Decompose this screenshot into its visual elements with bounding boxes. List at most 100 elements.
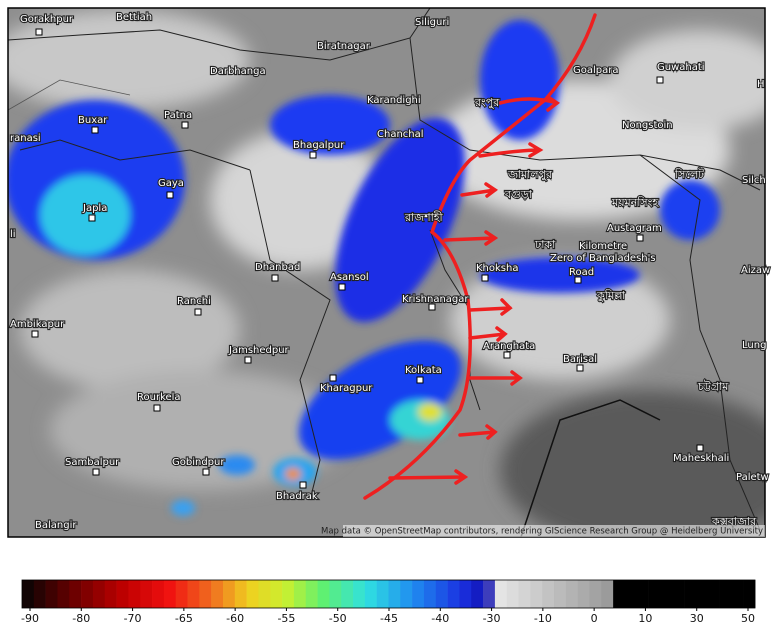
colorbar-swatch (199, 580, 212, 608)
place-label: Jamshedpur (228, 345, 290, 356)
place-label: রাজশাহী (404, 211, 444, 224)
colorbar-tick-label: 50 (741, 612, 755, 625)
colorbar-swatch (222, 580, 236, 608)
colorbar-swatch (116, 580, 129, 608)
place-label: Dhanbad (255, 262, 300, 273)
colorbar-swatch (459, 580, 472, 608)
colorbar-tick-label: -10 (534, 612, 552, 625)
colorbar-tick-label: 30 (690, 612, 704, 625)
colorbar-swatch (353, 580, 366, 608)
colorbar-swatch (293, 580, 307, 608)
place-label: Buxar (78, 115, 108, 126)
colorbar-swatch (660, 580, 673, 608)
place-marker (309, 151, 317, 159)
place-marker (503, 351, 511, 359)
colorbar-swatch (234, 580, 247, 608)
place-label: Maheskhali (673, 453, 729, 464)
place-label: Gobindpur (172, 457, 225, 468)
colorbar-swatch (684, 580, 697, 608)
place-marker (636, 234, 644, 242)
place-label: কুমিল্লা (596, 289, 626, 302)
colorbar-tick-label: -70 (124, 612, 142, 625)
place-label: Chanchal (377, 129, 424, 140)
colorbar-swatch (69, 580, 82, 608)
place-marker (481, 274, 489, 282)
place-label: Kolkata (405, 365, 442, 376)
colorbar-tick-label: -30 (483, 612, 501, 625)
place-marker (92, 468, 100, 476)
place-label: Kilometre (579, 241, 627, 252)
place-label: Aranghata (483, 341, 535, 352)
place-label: li (10, 229, 16, 240)
place-marker (299, 481, 307, 489)
colorbar-swatch (518, 580, 531, 608)
place-label: Khoksha (476, 263, 518, 274)
place-label: Siliguri (415, 17, 449, 28)
colorbar-swatch (128, 580, 141, 608)
colorbar-swatch (364, 580, 377, 608)
colorbar-swatch (423, 580, 437, 608)
place-label: ranasi (10, 133, 41, 144)
place-label: Balangir (35, 520, 77, 531)
colorbar-swatch (636, 580, 649, 608)
place-label: Silch (742, 175, 766, 186)
place-label: বগুড়া (504, 188, 533, 201)
place-label: Bhagalpur (293, 140, 345, 151)
colorbar-swatch (140, 580, 153, 608)
place-label: Asansol (330, 272, 369, 283)
place-marker (88, 214, 96, 222)
place-label: Japla (82, 203, 107, 214)
colorbar-swatch (45, 580, 58, 608)
colorbar-tick-label: -40 (431, 612, 449, 625)
place-label: Ranchi (177, 296, 211, 307)
place-marker (656, 76, 664, 84)
annotation-arrows (363, 13, 597, 500)
colorbar-swatch (565, 580, 578, 608)
colorbar-swatch (400, 580, 413, 608)
colorbar-swatch (483, 580, 496, 608)
colorbar-swatch (624, 580, 638, 608)
place-marker (31, 330, 39, 338)
place-label: Nongstoin (622, 120, 673, 131)
place-marker (696, 444, 704, 452)
colorbar-swatch (743, 580, 756, 608)
place-label: Gorakhpur (20, 14, 74, 25)
place-marker (416, 376, 424, 384)
place-marker (194, 308, 202, 316)
place-label: Biratnagar (317, 41, 371, 52)
colorbar-swatch (187, 580, 200, 608)
place-label: Karandighi (367, 95, 421, 106)
colorbar-tick-label: -80 (72, 612, 90, 625)
colorbar-swatch (92, 580, 106, 608)
attribution-bg (343, 525, 765, 537)
place-label: Gaya (158, 178, 184, 189)
colorbar-swatch (554, 580, 567, 608)
place-label: ময়মনসিংহ (611, 196, 659, 209)
place-label: Krishnanagar (402, 294, 469, 305)
colorbar-swatch (731, 580, 744, 608)
place-marker (244, 356, 252, 364)
colorbar-swatch (211, 580, 224, 608)
place-label: Aizaw (741, 265, 770, 276)
place-label: রংপুর (474, 96, 500, 109)
attribution: Map data © OpenStreetMap contributors, r… (321, 527, 763, 537)
place-label: H (757, 79, 765, 90)
place-label: Sambalpur (65, 457, 120, 468)
colorbar-swatch (329, 580, 342, 608)
colorbar-swatch (648, 580, 661, 608)
place-marker (576, 364, 584, 372)
place-label: Zero of Bangladesh's (550, 253, 656, 264)
place-label: চট্টগ্রাম (697, 380, 729, 393)
place-label: Darbhanga (210, 66, 266, 77)
colorbar-tick-label: -50 (329, 612, 347, 625)
place-marker (329, 374, 337, 382)
place-label: Austagram (607, 223, 662, 234)
place-labels: Gorakhpur Bettiah Siliguri Biratnagar Darbha… (9, 11, 771, 532)
place-marker (153, 404, 161, 412)
colorbar-tick-label: -90 (21, 612, 39, 625)
colorbar-swatch (613, 580, 626, 608)
colorbar-swatch (589, 580, 602, 608)
place-marker (166, 191, 174, 199)
place-marker (574, 276, 582, 284)
colorbar-swatch (577, 580, 590, 608)
